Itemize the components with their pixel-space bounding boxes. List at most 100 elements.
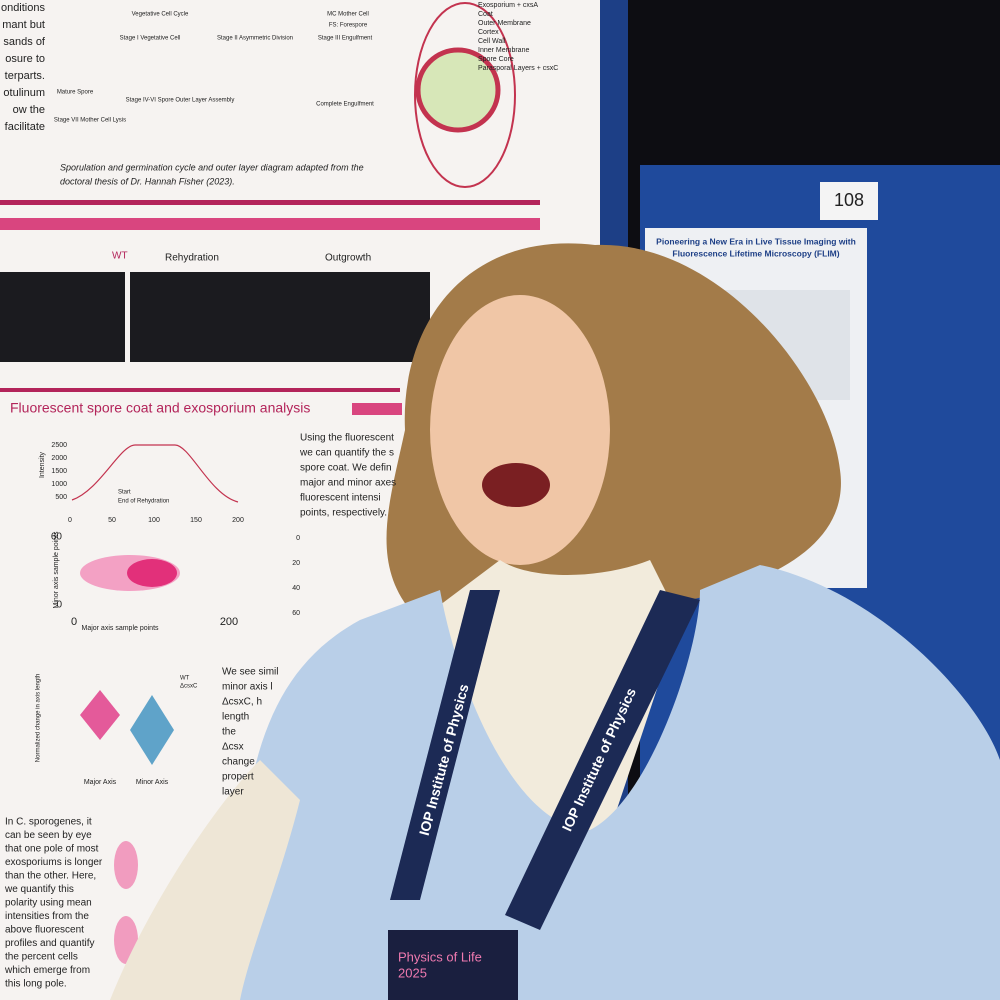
poster-text: which emerge from [4, 965, 90, 976]
poster-text: we quantify this [4, 884, 74, 895]
poster-text: polarity using mean [5, 898, 92, 909]
poster-text: major and minor axes [300, 478, 396, 489]
poster-text: length [222, 712, 249, 723]
violin [80, 690, 120, 740]
x-tick-label: 0 [71, 616, 77, 628]
legend-label: WT [180, 676, 190, 682]
layer-label: Spore Core [478, 56, 514, 63]
divider [0, 218, 540, 230]
poster-text: intensities from the [5, 911, 89, 922]
timeline-label: WT [112, 251, 128, 262]
poster-text: the percent cells [5, 952, 78, 963]
poster-text: Δcsx [222, 742, 244, 753]
lanyard [390, 590, 500, 900]
layer-label: Outer Membrane [478, 20, 531, 27]
poster-text: In C. sporogenes, it [5, 817, 92, 828]
x-tick-label: 200 [220, 616, 238, 628]
poster-text: fluorescent intensi [300, 493, 381, 504]
face [430, 295, 610, 565]
poster-text: terparts. [5, 70, 45, 82]
heatmap-blob [127, 559, 177, 587]
poster-text: We see simil [222, 667, 279, 678]
poster-text: ΔcsxC, h [222, 697, 262, 708]
section-title: Fluorescent spore coat and exosporium an… [10, 400, 310, 416]
spore-diagram [414, 2, 516, 188]
poster-text: above fluorescent [5, 925, 84, 936]
badge-text: Physics of Life [398, 949, 482, 964]
layer-label: Exosporium + cxsA [478, 2, 538, 9]
poster-text: minor axis l [222, 682, 273, 693]
spore-image [114, 841, 138, 889]
legend-label: End of Rehydration [118, 499, 169, 505]
poster-text: exosporiums is longer [5, 857, 103, 868]
badge-text: 2025 [398, 965, 427, 980]
y-tick-label: 1500 [51, 468, 67, 475]
poster-text: facilitate [5, 121, 45, 133]
x-tick-label: Major Axis [84, 779, 117, 786]
stage-label: MC Mother Cell [327, 12, 369, 18]
x-tick-label: 100 [148, 517, 160, 524]
y-tick-label: 500 [55, 494, 67, 501]
y-tick-label: 20 [292, 560, 300, 567]
layer-label: Inner Membrane [478, 47, 529, 54]
y-tick-label: 0 [56, 600, 62, 611]
booth-sign [820, 182, 878, 220]
stage-label: Stage VII Mother Cell Lysis [54, 118, 126, 124]
poster-text: this long pole. [5, 979, 67, 990]
lanyard [505, 590, 700, 930]
booth-number: 108 [834, 190, 864, 210]
poster-text: change [222, 757, 255, 768]
x-tick-label: Minor Axis [136, 779, 169, 786]
timeline-label: Rehydration [165, 253, 219, 264]
mouth [482, 463, 550, 507]
stage-label: Stage I Vegetative Cell [120, 36, 181, 42]
micrograph [130, 272, 430, 362]
stage-label: Stage II Asymmetric Division [217, 36, 293, 42]
poster-text: points, respectively. [300, 508, 387, 519]
poster-text: osure to [5, 53, 45, 65]
legend-label: ΔcsxC [180, 684, 198, 690]
y-tick-label: 60 [51, 532, 63, 543]
poster-text: can be seen by eye [5, 830, 92, 841]
shirt [230, 565, 1000, 1000]
poster-text: onditions [1, 2, 46, 14]
neighbor-poster-title: Pioneering a New Era in Live Tissue Imag… [656, 236, 856, 246]
divider [0, 388, 400, 392]
y-tick-label: 60 [292, 610, 300, 617]
stage-label: FS: Forespore [329, 23, 368, 29]
poster-text: mant but [2, 19, 45, 31]
micrograph [0, 272, 125, 362]
caption: doctoral thesis of Dr. Hannah Fisher (20… [60, 176, 235, 186]
x-tick-label: 200 [232, 517, 244, 524]
axis-label: Major axis sample points [81, 625, 159, 632]
x-tick-label: 150 [190, 517, 202, 524]
poster-text: Using the fluorescent [300, 433, 394, 444]
poster-text: that one pole of most [5, 844, 99, 855]
poster-text: ow the [13, 104, 45, 116]
divider [352, 403, 402, 415]
poster-text: we can quantify the s [299, 448, 394, 459]
y-tick-label: 0 [296, 535, 300, 542]
layer-label: Parasporal Layers + csxC [478, 65, 558, 72]
spore-diagram [415, 47, 501, 133]
stage-label: Stage IV-VI Spore Outer Layer Assembly [126, 98, 235, 104]
y-tick-label: 2000 [51, 455, 67, 462]
profile-line [71, 444, 239, 503]
axis-label: Intensity [39, 451, 46, 478]
axis-label: Normalized change in axis length [36, 674, 42, 762]
poster-text: layer [222, 787, 244, 798]
divider [0, 200, 540, 205]
y-tick-label: 1000 [51, 481, 67, 488]
violin [130, 695, 174, 765]
stage-label: Complete Engulfment [316, 102, 374, 108]
stage-label: Stage III Engulfment [318, 36, 373, 42]
stage-label: Vegetative Cell Cycle [132, 12, 189, 18]
poster-text: otulinum [3, 87, 45, 99]
poster-text: profiles and quantify [5, 938, 95, 949]
poster-text: spore coat. We defin [300, 463, 392, 474]
y-tick-label: 40 [292, 585, 300, 592]
layer-label: Cortex [478, 29, 499, 36]
poster-text: propert [222, 772, 254, 783]
poster-text: than the other. Here, [5, 871, 96, 882]
